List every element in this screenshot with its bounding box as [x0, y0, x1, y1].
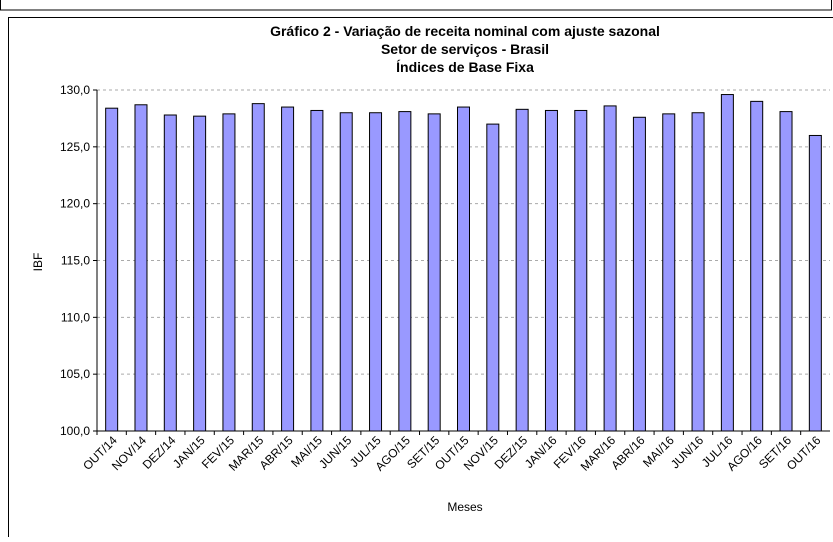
bar — [428, 114, 440, 431]
bar — [780, 112, 792, 431]
bar — [545, 110, 557, 431]
bar — [809, 135, 821, 431]
bar — [487, 124, 499, 431]
y-tick-label: 110,0 — [61, 310, 90, 324]
bar — [106, 108, 118, 431]
y-tick-label: 115,0 — [61, 254, 90, 268]
bar — [633, 117, 645, 431]
y-axis-label: IBF — [31, 253, 45, 272]
bar — [399, 112, 411, 431]
bar — [311, 110, 323, 431]
chart-subtitle: Setor de serviços - Brasil — [381, 41, 549, 57]
bar — [458, 107, 470, 431]
bar — [340, 113, 352, 431]
y-tick-label: 125,0 — [60, 140, 90, 154]
top-frame — [1, 0, 832, 10]
bar — [370, 113, 382, 431]
bar — [604, 106, 616, 431]
bar — [575, 110, 587, 431]
bar — [663, 114, 675, 431]
bar — [516, 109, 528, 431]
bar — [282, 107, 294, 431]
y-tick-label: 105,0 — [60, 367, 90, 381]
bar — [194, 116, 206, 431]
bar — [692, 113, 704, 431]
bar — [223, 114, 235, 431]
y-tick-label: 130,0 — [60, 83, 90, 97]
y-tick-label: 100,0 — [60, 424, 90, 438]
bar — [252, 104, 264, 431]
bar — [721, 95, 733, 431]
x-axis-label: Meses — [447, 500, 482, 514]
chart-title: Gráfico 2 - Variação de receita nominal … — [270, 23, 660, 39]
y-tick-label: 120,0 — [60, 197, 90, 211]
bar — [751, 101, 763, 431]
bar — [164, 115, 176, 431]
chart-subtitle: Índices de Base Fixa — [396, 59, 534, 75]
bar — [135, 105, 147, 431]
